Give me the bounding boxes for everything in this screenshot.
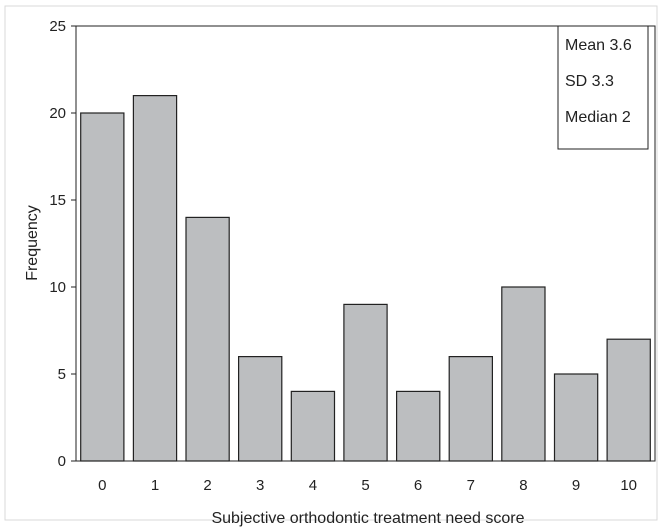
x-tick-label: 3 xyxy=(256,477,264,494)
stats-mean: Mean 3.6 xyxy=(565,37,632,54)
bar-9 xyxy=(553,373,599,462)
chart-frame xyxy=(4,5,658,521)
y-tick-label: 20 xyxy=(49,105,66,122)
x-tick-label: 5 xyxy=(361,477,369,494)
x-axis-title: Subjective orthodontic treatment need sc… xyxy=(211,510,524,527)
bar-series xyxy=(80,94,651,462)
stats-box-border xyxy=(557,25,649,150)
y-tick-label: 0 xyxy=(58,453,66,470)
bar-3 xyxy=(238,356,283,462)
x-tick-label: 6 xyxy=(414,477,422,494)
bar-1 xyxy=(132,94,178,462)
x-tick-label: 9 xyxy=(572,477,580,494)
bar-2 xyxy=(185,216,230,462)
plot-area-border xyxy=(75,25,656,462)
y-tick-label: 10 xyxy=(49,279,66,296)
y-tick-label: 15 xyxy=(49,192,66,209)
y-axis-title: Frequency xyxy=(24,205,41,281)
bar-4 xyxy=(290,390,336,462)
stats-box: Mean 3.6 SD 3.3 Median 2 xyxy=(557,25,649,150)
x-axis-ticks: 0 1 2 3 4 5 6 7 8 9 10 xyxy=(98,477,637,494)
y-axis-ticks: 0 5 10 15 20 25 xyxy=(49,18,76,470)
bar-8 xyxy=(501,286,546,462)
bar-6 xyxy=(396,390,441,462)
stats-median: Median 2 xyxy=(565,109,631,126)
x-tick-label: 1 xyxy=(151,477,159,494)
x-tick-label: 4 xyxy=(309,477,317,494)
x-tick-label: 10 xyxy=(620,477,637,494)
y-tick-label: 25 xyxy=(49,18,66,35)
y-tick-label: 5 xyxy=(58,366,66,383)
x-tick-label: 0 xyxy=(98,477,106,494)
bar-10 xyxy=(606,338,651,462)
x-tick-label: 7 xyxy=(467,477,475,494)
x-tick-label: 2 xyxy=(203,477,211,494)
x-tick-label: 8 xyxy=(519,477,527,494)
bar-0 xyxy=(80,112,125,462)
stats-sd: SD 3.3 xyxy=(565,73,614,90)
bar-5 xyxy=(343,303,388,462)
bar-7 xyxy=(448,356,494,462)
